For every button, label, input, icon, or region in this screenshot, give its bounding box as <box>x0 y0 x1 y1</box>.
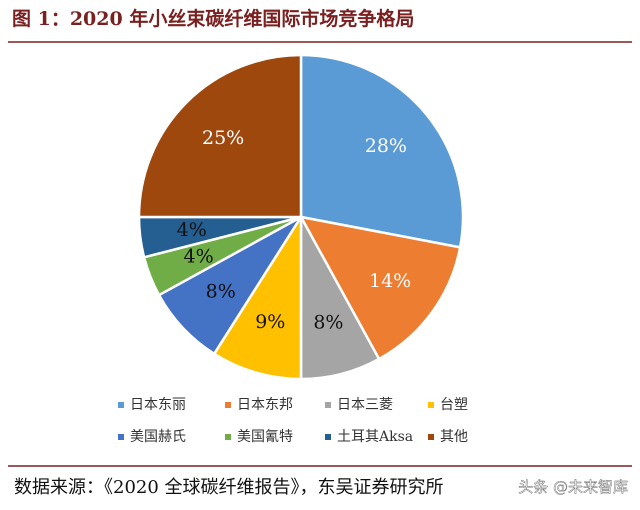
watermark: 头条 @未来智库 <box>518 478 628 496</box>
legend-swatch <box>428 402 434 408</box>
source: 数据来源：《2020 全球碳纤维报告》，东吴证券研究所 <box>14 477 444 498</box>
legend-swatch <box>225 434 231 440</box>
data-label: 9% <box>255 311 285 333</box>
legend-label: 日本三菱 <box>337 397 393 413</box>
legend-swatch <box>225 402 231 408</box>
data-label: 4% <box>177 219 207 241</box>
pie-slice <box>137 53 303 219</box>
data-label: 8% <box>206 280 236 302</box>
legend-label: 土耳其Aksa <box>337 429 413 445</box>
legend-label: 美国赫氏 <box>130 429 186 445</box>
legend-label: 其他 <box>440 429 468 445</box>
legend-swatch <box>428 434 434 440</box>
data-label: 8% <box>313 312 343 334</box>
pie-slice <box>212 212 303 381</box>
pie-slice <box>299 53 465 249</box>
legend-swatch <box>118 402 124 408</box>
legend-swatch <box>325 402 331 408</box>
legend-label: 台塑 <box>440 397 468 413</box>
legend-label: 美国氰特 <box>237 429 293 445</box>
chart-title: 图 1：2020 年小丝束碳纤维国际市场竞争格局 <box>12 7 414 30</box>
data-label: 25% <box>202 127 244 149</box>
data-label: 28% <box>365 135 407 157</box>
pie-slice <box>298 215 462 361</box>
legend-label: 日本东邦 <box>237 397 293 413</box>
legend-label: 日本东丽 <box>130 397 186 413</box>
data-label: 14% <box>369 270 411 292</box>
legend-swatch <box>118 434 124 440</box>
data-label: 4% <box>183 246 213 268</box>
legend-swatch <box>325 434 331 440</box>
